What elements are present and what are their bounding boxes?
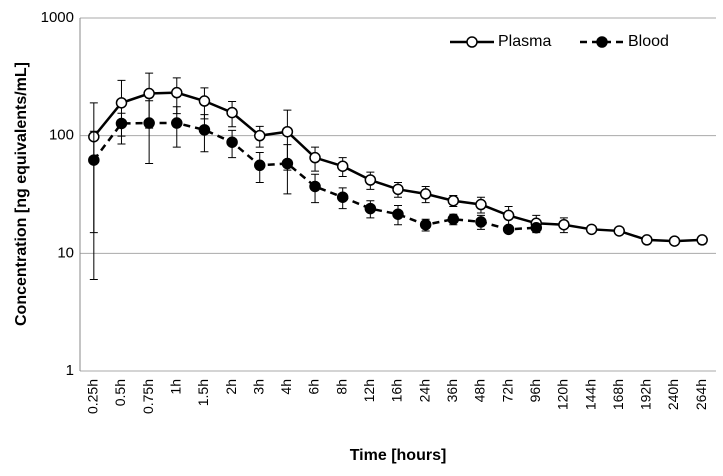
x-tick-label: 1.5h (195, 379, 211, 406)
marker (613, 225, 625, 237)
marker (364, 174, 377, 186)
x-tick-label: 168h (610, 379, 626, 410)
x-tick-label: 16h (389, 379, 405, 402)
x-tick-label: 6h (306, 379, 322, 395)
error-bar (89, 130, 98, 234)
legend-label: Blood (628, 33, 669, 50)
marker (336, 160, 349, 172)
legend-marker (466, 36, 478, 48)
x-tick-label: 3h (250, 379, 266, 395)
marker (419, 188, 432, 200)
marker (171, 117, 183, 129)
marker (364, 202, 377, 215)
marker (226, 106, 238, 119)
marker (309, 151, 321, 164)
x-tick-label: 144h (582, 379, 598, 410)
x-tick-label: 0.5h (112, 379, 128, 406)
x-tick-label: 96h (527, 379, 543, 402)
marker (198, 124, 211, 136)
series-line (92, 121, 537, 231)
marker (115, 117, 128, 130)
marker (226, 136, 238, 148)
x-tick-label: 12h (361, 379, 377, 402)
marker (696, 234, 708, 246)
marker (281, 157, 294, 170)
y-tick-label: 10 (57, 244, 74, 261)
marker (668, 235, 681, 247)
marker (88, 154, 100, 166)
marker (171, 86, 183, 99)
x-tick-label: 48h (472, 379, 488, 402)
marker (198, 95, 211, 107)
x-tick-label: 24h (416, 379, 432, 402)
marker (143, 117, 155, 129)
error-bar (145, 100, 154, 165)
x-tick-label: 36h (444, 379, 460, 402)
x-tick-label: 2h (223, 379, 239, 395)
y-tick-label: 100 (49, 127, 74, 144)
y-tick-label: 1 (66, 362, 74, 379)
marker (585, 223, 598, 236)
marker (530, 221, 543, 234)
marker (641, 234, 653, 246)
legend-marker (596, 36, 608, 48)
marker (143, 87, 155, 100)
marker (502, 209, 515, 222)
marker (392, 208, 404, 220)
marker (475, 198, 487, 211)
x-tick-label: 1h (167, 379, 183, 395)
marker (447, 194, 460, 207)
x-tick-label: 0.75h (140, 379, 156, 414)
marker (558, 218, 570, 231)
x-tick-label: 4h (278, 379, 294, 395)
marker (115, 97, 128, 109)
x-tick-label: 72h (499, 379, 515, 402)
marker (253, 159, 266, 172)
marker (392, 183, 404, 196)
x-tick-label: 120h (555, 379, 571, 410)
x-tick-label: 192h (638, 379, 654, 410)
x-axis-label: Time [hours] (350, 447, 447, 464)
marker (336, 191, 349, 203)
x-tick-label: 0.25h (85, 379, 101, 414)
y-tick-label: 1000 (41, 9, 74, 26)
marker (502, 223, 515, 236)
marker (447, 213, 460, 225)
x-tick-label: 8h (333, 379, 349, 395)
marker (419, 218, 432, 231)
marker (309, 180, 321, 193)
x-tick-label: 240h (665, 379, 681, 410)
legend-label: Plasma (498, 33, 551, 50)
x-tick-label: 264h (693, 379, 709, 410)
marker (281, 125, 294, 138)
y-axis-label: Concentration [ng equivalents/mL] (13, 62, 30, 326)
marker (475, 216, 487, 228)
marker (253, 129, 266, 142)
